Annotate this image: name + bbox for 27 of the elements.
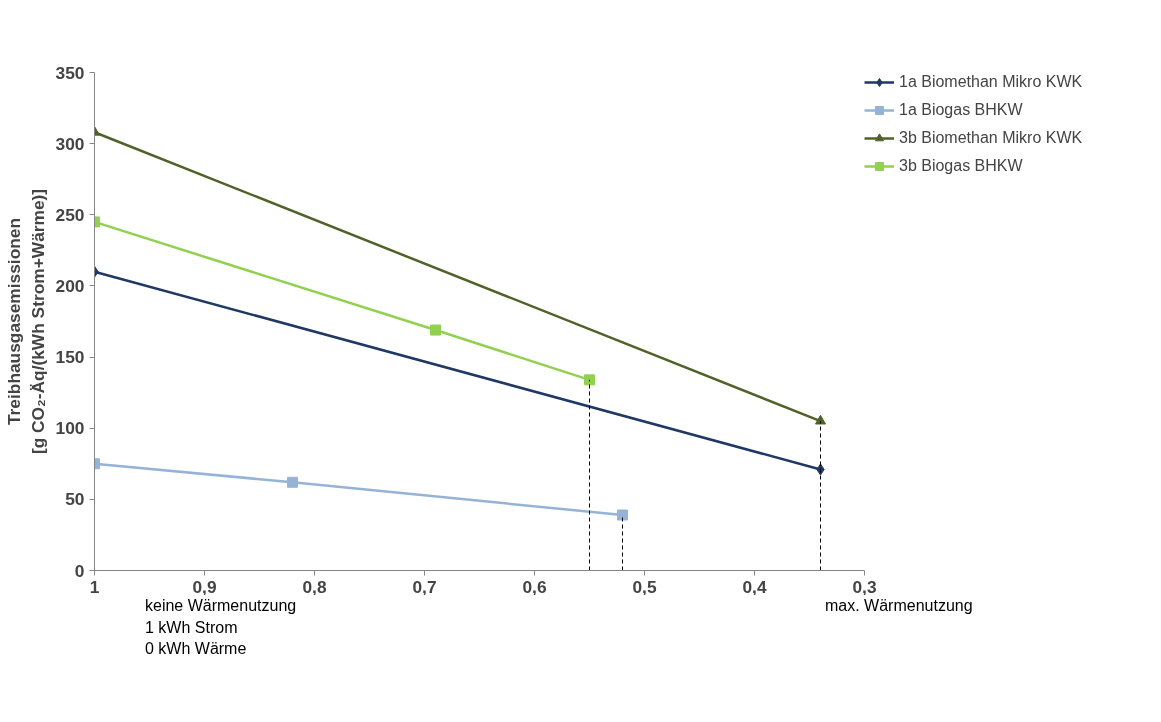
point bbox=[617, 509, 628, 521]
legend-label: 1a Biomethan Mikro KWK bbox=[899, 73, 1083, 91]
x-tick-label: 0,7 bbox=[412, 576, 437, 597]
y-tick-label: 100 bbox=[55, 418, 85, 439]
x-tick-label: 0,3 bbox=[852, 576, 877, 597]
x-tick-label: 0,6 bbox=[522, 576, 547, 597]
y-tick-label: 150 bbox=[55, 347, 85, 368]
legend-label: 3b Biomethan Mikro KWK bbox=[899, 129, 1083, 147]
y-axis-title: Treibhausgasemissionen [g CO₂-Äq/(kWh Strom+Wärme)] bbox=[3, 188, 48, 455]
y-tick-label: 200 bbox=[55, 275, 85, 296]
x-tick-label: 0,8 bbox=[302, 576, 327, 597]
text: keine Wärmenutzung 1 kWh Strom 0 kWh Wärme bbox=[145, 596, 297, 660]
point bbox=[430, 324, 441, 336]
x-tick-label: 0,5 bbox=[632, 576, 657, 597]
x-tick-label: 1 bbox=[89, 576, 100, 597]
legend-label: 3b Biogas BHKW bbox=[899, 157, 1023, 175]
point bbox=[287, 476, 298, 488]
point bbox=[584, 374, 595, 386]
y-tick-label: 50 bbox=[65, 489, 85, 510]
y-tick-label: 300 bbox=[55, 133, 85, 154]
y-tick-label: 350 bbox=[55, 62, 85, 83]
legend-label: 1a Biogas BHKW bbox=[899, 101, 1023, 119]
y-tick-label: 250 bbox=[55, 204, 85, 225]
text: max. Wärmenutzung bbox=[825, 596, 973, 616]
y-tick-label: 0 bbox=[74, 560, 85, 581]
x-tick-label: 0,4 bbox=[742, 576, 767, 597]
x-tick-label: 0,9 bbox=[192, 576, 217, 597]
